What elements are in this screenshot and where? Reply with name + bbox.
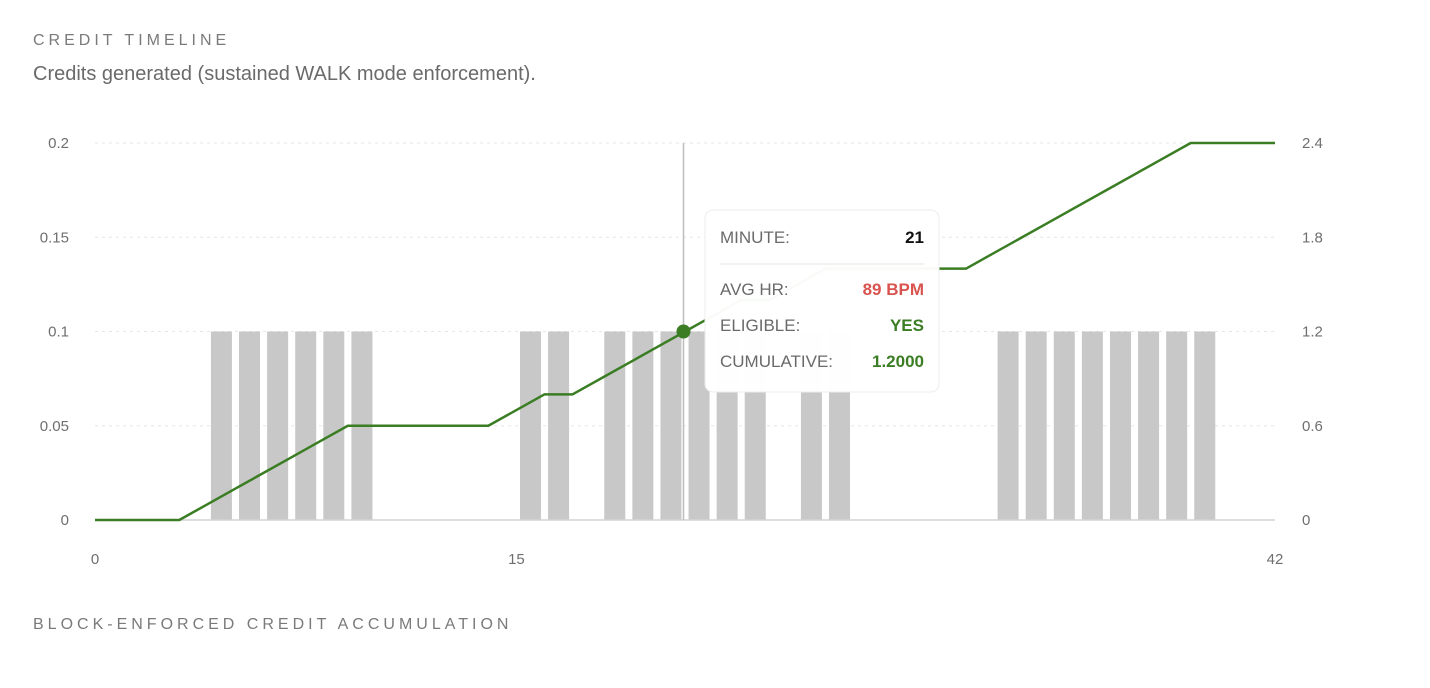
right-tick-label: 2.4: [1302, 135, 1323, 152]
credit-bar[interactable]: [1194, 331, 1216, 521]
credit-bar[interactable]: [1166, 331, 1188, 521]
credit-bar[interactable]: [632, 331, 654, 521]
tooltip-value: 1.2000: [872, 352, 924, 371]
left-tick-label: 0.15: [40, 229, 69, 246]
right-tick-label: 1.8: [1302, 229, 1323, 246]
x-tick-label: 15: [508, 551, 525, 568]
x-tick-label: 0: [91, 551, 99, 568]
credit-bar[interactable]: [1025, 331, 1047, 521]
left-tick-label: 0: [61, 512, 69, 529]
credit-bar[interactable]: [1138, 331, 1160, 521]
credit-bar[interactable]: [1109, 331, 1131, 521]
left-tick-label: 0.05: [40, 418, 69, 435]
tooltip-label: ELIGIBLE:: [720, 316, 800, 335]
credit-bar[interactable]: [997, 331, 1019, 521]
credit-bar[interactable]: [323, 331, 345, 521]
right-tick-label: 0: [1302, 512, 1310, 529]
tooltip-box: [704, 209, 940, 393]
section-title: BLOCK-ENFORCED CREDIT ACCUMULATION: [33, 616, 513, 633]
credit-bar[interactable]: [1053, 331, 1075, 521]
right-axis: 0 0.6 1.2 1.8 2.4: [1302, 135, 1323, 529]
tooltip-value: 89 BPM: [863, 280, 924, 299]
credit-bar[interactable]: [660, 331, 682, 521]
credit-bars: [210, 331, 1216, 521]
credit-bar[interactable]: [267, 331, 289, 521]
left-tick-label: 0.1: [48, 324, 69, 341]
x-axis-labels: 0 15 42: [91, 551, 1284, 568]
tooltip-value: 21: [905, 228, 924, 247]
right-tick-label: 0.6: [1302, 418, 1323, 435]
credit-bar[interactable]: [548, 331, 570, 521]
credit-bar[interactable]: [210, 331, 232, 521]
tooltip-label: CUMULATIVE:: [720, 352, 833, 371]
credit-bar[interactable]: [295, 331, 317, 521]
credit-bar[interactable]: [239, 331, 261, 521]
credit-bar[interactable]: [1081, 331, 1103, 521]
chart-subtitle: Credits generated (sustained WALK mode e…: [33, 63, 536, 85]
tooltip-label: AVG HR:: [720, 280, 789, 299]
left-tick-label: 0.2: [48, 135, 69, 152]
tooltip-value: YES: [890, 316, 924, 335]
credit-bar[interactable]: [688, 331, 710, 521]
tooltip: MINUTE: 21 AVG HR: 89 BPM ELIGIBLE: YES CUMULA…: [704, 209, 940, 393]
credit-bar[interactable]: [519, 331, 541, 521]
left-axis: 0 0.05 0.1 0.15 0.2: [40, 135, 69, 529]
credit-bar[interactable]: [604, 331, 626, 521]
credit-timeline-chart[interactable]: 0 0.05 0.1 0.15 0.2 0 0.6 1.2 1.8 2.4 0 15 42 MINU…: [0, 0, 1430, 600]
tooltip-label: MINUTE:: [720, 228, 790, 247]
hover-point[interactable]: [676, 324, 691, 339]
chart-title: CREDIT TIMELINE: [33, 32, 231, 49]
right-tick-label: 1.2: [1302, 324, 1323, 341]
x-tick-label: 42: [1267, 551, 1284, 568]
